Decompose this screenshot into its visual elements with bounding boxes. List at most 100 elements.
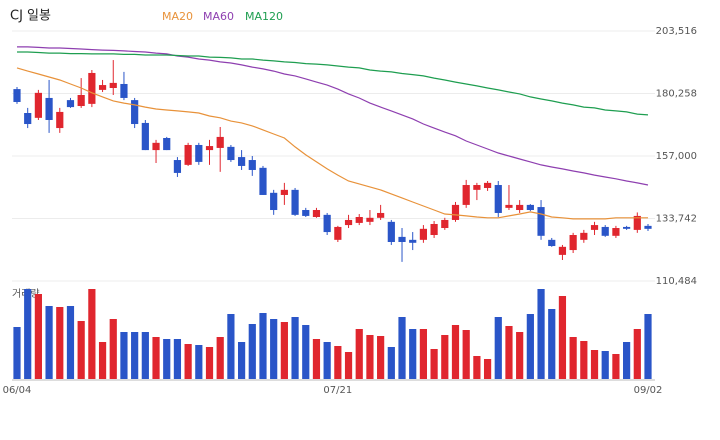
volume-bar xyxy=(633,329,641,379)
candle-body xyxy=(34,92,42,118)
volume-bar xyxy=(152,337,160,379)
candle-body xyxy=(98,85,107,90)
ma-line xyxy=(17,46,649,186)
candle-body xyxy=(45,97,53,120)
candle-body xyxy=(131,100,139,125)
volume-bar xyxy=(483,359,492,379)
volume-bar xyxy=(24,289,32,379)
candle-body xyxy=(13,89,21,102)
candle-body xyxy=(441,219,449,229)
volume-bar xyxy=(259,313,267,379)
volume-bar xyxy=(398,317,406,379)
candle-body xyxy=(473,185,481,190)
volume-bar xyxy=(141,332,149,379)
candle-body xyxy=(77,94,85,107)
candle-body xyxy=(24,113,32,125)
chart-title: CJ 일봉 xyxy=(10,9,51,24)
volume-bar xyxy=(66,306,75,379)
y-tick-label: 203,516 xyxy=(656,26,697,37)
volume-bar xyxy=(205,347,214,379)
candle-body xyxy=(173,160,182,173)
candle-body xyxy=(601,226,609,236)
volume-bar xyxy=(120,332,128,379)
volume-bar xyxy=(612,354,620,379)
candle-body xyxy=(355,217,363,223)
volume-bar xyxy=(34,294,42,379)
volume-bar xyxy=(387,347,395,379)
volume-bar xyxy=(644,314,652,379)
candle-body xyxy=(334,226,342,240)
volume-bar xyxy=(45,306,53,379)
candle-body xyxy=(184,144,192,165)
volume-bar xyxy=(88,289,96,379)
y-tick-label: 180,258 xyxy=(656,89,697,100)
candle-body xyxy=(398,236,406,242)
candle-body xyxy=(302,210,310,216)
volume-bar xyxy=(430,349,438,379)
candle-body xyxy=(558,246,567,255)
volume-bar xyxy=(98,342,107,379)
x-tick-label: 07/21 xyxy=(323,385,352,396)
candle-body xyxy=(494,185,502,213)
candle-body xyxy=(409,239,417,243)
candle-body xyxy=(270,192,278,211)
y-tick-label: 110,484 xyxy=(656,276,697,287)
candle-body xyxy=(344,219,353,226)
volume-bar xyxy=(366,335,374,379)
volume-bar xyxy=(280,322,288,379)
volume-bar xyxy=(131,332,139,379)
candle-body xyxy=(516,204,524,211)
volume-bar xyxy=(216,337,224,379)
volume-bar xyxy=(526,314,534,379)
volume-bar xyxy=(109,319,117,379)
candle-body xyxy=(66,100,75,108)
candle-body xyxy=(366,217,374,222)
candle-body xyxy=(462,185,470,205)
volume-bar xyxy=(13,327,21,379)
volume-bar xyxy=(590,350,599,379)
candle-body xyxy=(312,210,321,218)
candle-body xyxy=(387,221,395,242)
volume-bar xyxy=(270,319,278,379)
volume-bar xyxy=(77,321,85,379)
candle-body xyxy=(291,189,299,215)
volume-bar xyxy=(569,337,577,379)
volume-bar xyxy=(473,356,481,379)
volume-bar xyxy=(237,342,246,379)
candle-body xyxy=(377,212,385,218)
candle-body xyxy=(237,157,246,166)
candle-body xyxy=(569,235,577,251)
candle-body xyxy=(451,204,460,220)
x-tick-label: 06/04 xyxy=(3,385,32,396)
candle-body xyxy=(505,204,513,208)
volume-bar xyxy=(184,344,192,379)
y-tick-label: 133,742 xyxy=(656,214,697,225)
candle-body xyxy=(88,72,96,104)
volume-bar xyxy=(334,346,342,379)
legend-label: MA60 xyxy=(203,10,234,23)
volume-bar xyxy=(558,296,567,379)
candle-body xyxy=(419,228,428,240)
candle-body xyxy=(537,207,545,236)
candle-body xyxy=(163,137,171,151)
volume-bar xyxy=(601,351,609,379)
volume-bar xyxy=(516,332,524,379)
ma-line xyxy=(17,51,649,116)
volume-bar xyxy=(377,336,385,379)
volume-bar xyxy=(173,339,182,379)
volume-bar xyxy=(537,289,545,379)
volume-bar xyxy=(419,329,428,379)
candle-body xyxy=(623,226,631,229)
candle-body xyxy=(205,146,214,151)
volume-bar xyxy=(462,330,470,379)
volume-bar xyxy=(580,341,588,379)
candle-body xyxy=(590,225,599,230)
candle-body xyxy=(323,214,331,233)
ma-line xyxy=(16,67,648,220)
candle-body xyxy=(612,228,620,236)
candle-body xyxy=(248,160,256,170)
volume-bar xyxy=(323,342,331,379)
candle-body xyxy=(430,223,438,236)
candle-body xyxy=(120,83,128,98)
volume-bar xyxy=(312,339,321,379)
